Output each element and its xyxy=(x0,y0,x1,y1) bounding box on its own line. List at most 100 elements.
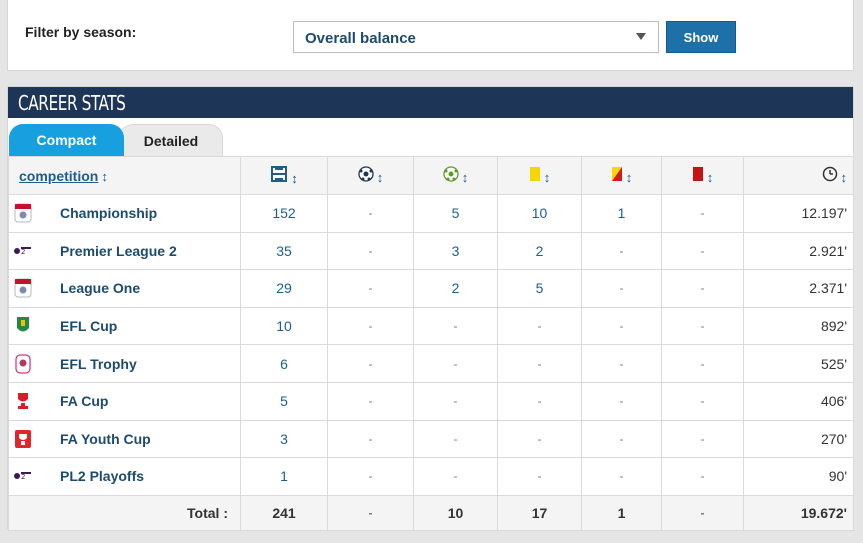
competition-header[interactable]: competition ↕ xyxy=(8,156,241,195)
assists-cell: - xyxy=(413,344,498,383)
competition-cell[interactable]: FA Youth Cup xyxy=(8,419,241,459)
red-cards-cell: - xyxy=(661,381,744,421)
red-cards-cell: - xyxy=(661,457,744,496)
yellow-cards-cell: - xyxy=(497,457,582,496)
competition-name[interactable]: FA Cup xyxy=(60,393,109,410)
efl-cup-logo xyxy=(13,316,33,336)
minutes-header[interactable]: ↕ xyxy=(743,156,854,195)
fa-cup-logo xyxy=(13,391,33,411)
yellow-cards-cell: - xyxy=(497,306,582,346)
table-row: FA Youth Cup 3- - - - -270' xyxy=(8,419,854,459)
assists-cell: - xyxy=(413,419,498,459)
appearances-cell[interactable]: 3 xyxy=(240,419,328,459)
competition-name[interactable]: Championship xyxy=(60,205,158,222)
competition-cell[interactable]: 2 Premier League 2 xyxy=(8,231,241,271)
competition-name[interactable]: EFL Trophy xyxy=(60,355,137,372)
red-cards-cell: - xyxy=(661,419,744,459)
total-apps: 241 xyxy=(240,494,328,531)
minutes-cell: 525' xyxy=(743,344,854,383)
minutes-cell: 2.371' xyxy=(743,269,854,308)
goals-cell: - xyxy=(327,419,414,459)
minutes-cell: 406' xyxy=(743,381,854,421)
competition-cell[interactable]: League One xyxy=(8,269,241,308)
appearances-cell[interactable]: 35 xyxy=(240,231,328,271)
season-select[interactable]: Overall balance xyxy=(293,21,659,53)
sort-icon[interactable]: ↕ xyxy=(625,170,633,185)
efl-logo xyxy=(13,278,33,298)
competition-name[interactable]: FA Youth Cup xyxy=(60,430,151,447)
competition-sort-link[interactable]: competition xyxy=(19,167,99,184)
sort-icon[interactable]: ↕ xyxy=(461,170,469,185)
yellow-card-icon xyxy=(529,166,541,182)
competition-name[interactable]: League One xyxy=(60,280,141,297)
appearances-cell[interactable]: 1 xyxy=(240,457,328,496)
second-yellow-cell: - xyxy=(581,269,662,308)
show-button[interactable]: Show xyxy=(666,21,736,53)
red-cards-cell: - xyxy=(661,231,744,271)
red-cards-header[interactable]: ↕ xyxy=(661,156,744,195)
sort-icon[interactable]: ↕ xyxy=(543,170,551,185)
total-yellow: 17 xyxy=(497,494,582,531)
red-cards-cell: - xyxy=(661,194,744,233)
assists-cell: 3 xyxy=(413,231,498,271)
competition-cell[interactable]: 2 PL2 Playoffs xyxy=(8,457,241,496)
competition-cell[interactable]: FA Cup xyxy=(8,381,241,421)
appearances-icon xyxy=(270,165,288,183)
competition-cell[interactable]: EFL Cup xyxy=(8,306,241,346)
table-row: Championship 152-5 10 1-12.197' xyxy=(8,194,854,233)
competition-cell[interactable]: Championship xyxy=(8,194,241,233)
yellow-cards-cell: 10 xyxy=(497,194,582,233)
second-yellow-cell: - xyxy=(581,419,662,459)
goals-cell: - xyxy=(327,269,414,308)
career-stats-panel: CAREER STATS Detailed Compact competitio… xyxy=(7,86,854,531)
second-yellow-header[interactable]: ↕ xyxy=(581,156,662,195)
sort-icon[interactable]: ↕ xyxy=(291,171,298,186)
total-second-yellow: 1 xyxy=(581,494,662,531)
assists-cell: - xyxy=(413,306,498,346)
total-row: Total : 241 - 10 17 1 - 19.672' xyxy=(8,494,854,531)
table-row: League One 29-2 5- -2.371' xyxy=(8,269,854,308)
appearances-cell[interactable]: 6 xyxy=(240,344,328,383)
minutes-cell: 90' xyxy=(743,457,854,496)
tab-detailed[interactable]: Detailed xyxy=(119,124,223,156)
appearances-cell[interactable]: 5 xyxy=(240,381,328,421)
sort-icon[interactable]: ↕ xyxy=(376,170,384,185)
tab-compact[interactable]: Compact xyxy=(9,124,124,156)
total-label: Total : xyxy=(8,494,241,531)
assist-icon xyxy=(443,166,459,182)
second-yellow-cell: 1 xyxy=(581,194,662,233)
competition-name[interactable]: Premier League 2 xyxy=(60,242,177,259)
yellow-cards-header[interactable]: ↕ xyxy=(497,156,582,195)
appearances-cell[interactable]: 10 xyxy=(240,306,328,346)
assists-header[interactable]: ↕ xyxy=(413,156,498,195)
competition-name[interactable]: EFL Cup xyxy=(60,318,118,335)
red-cards-cell: - xyxy=(661,306,744,346)
red-cards-cell: - xyxy=(661,269,744,308)
sort-icon[interactable]: ↕ xyxy=(706,170,714,185)
competition-cell[interactable]: EFL Trophy xyxy=(8,344,241,383)
sort-icon[interactable]: ↕ xyxy=(101,168,108,184)
appearances-header[interactable]: ↕ xyxy=(240,156,328,195)
goals-cell: - xyxy=(327,381,414,421)
sort-icon[interactable]: ↕ xyxy=(840,170,848,185)
season-filter-panel: Filter by season: Overall balance Show xyxy=(7,0,854,71)
yellow-cards-cell: 5 xyxy=(497,269,582,308)
competition-name[interactable]: PL2 Playoffs xyxy=(60,468,145,485)
table-row: 2 PL2 Playoffs 1- - - - -90' xyxy=(8,457,854,496)
red-cards-cell: - xyxy=(661,344,744,383)
table-header-row: competition ↕ ↕ ↕ ↕ xyxy=(8,156,854,195)
appearances-cell[interactable]: 152 xyxy=(240,194,328,233)
minutes-cell: 2.921' xyxy=(743,231,854,271)
yellow-cards-cell: - xyxy=(497,344,582,383)
minutes-cell: 270' xyxy=(743,419,854,459)
career-stats-title: CAREER STATS xyxy=(8,87,853,118)
season-select-value: Overall balance xyxy=(305,30,416,47)
yellow-cards-cell: 2 xyxy=(497,231,582,271)
red-card-icon xyxy=(692,166,704,182)
efl-logo xyxy=(13,203,33,223)
clock-icon xyxy=(822,166,838,182)
goals-header[interactable]: ↕ xyxy=(327,156,414,195)
total-goals: - xyxy=(327,494,414,531)
appearances-cell[interactable]: 29 xyxy=(240,269,328,308)
minutes-cell: 892' xyxy=(743,306,854,346)
